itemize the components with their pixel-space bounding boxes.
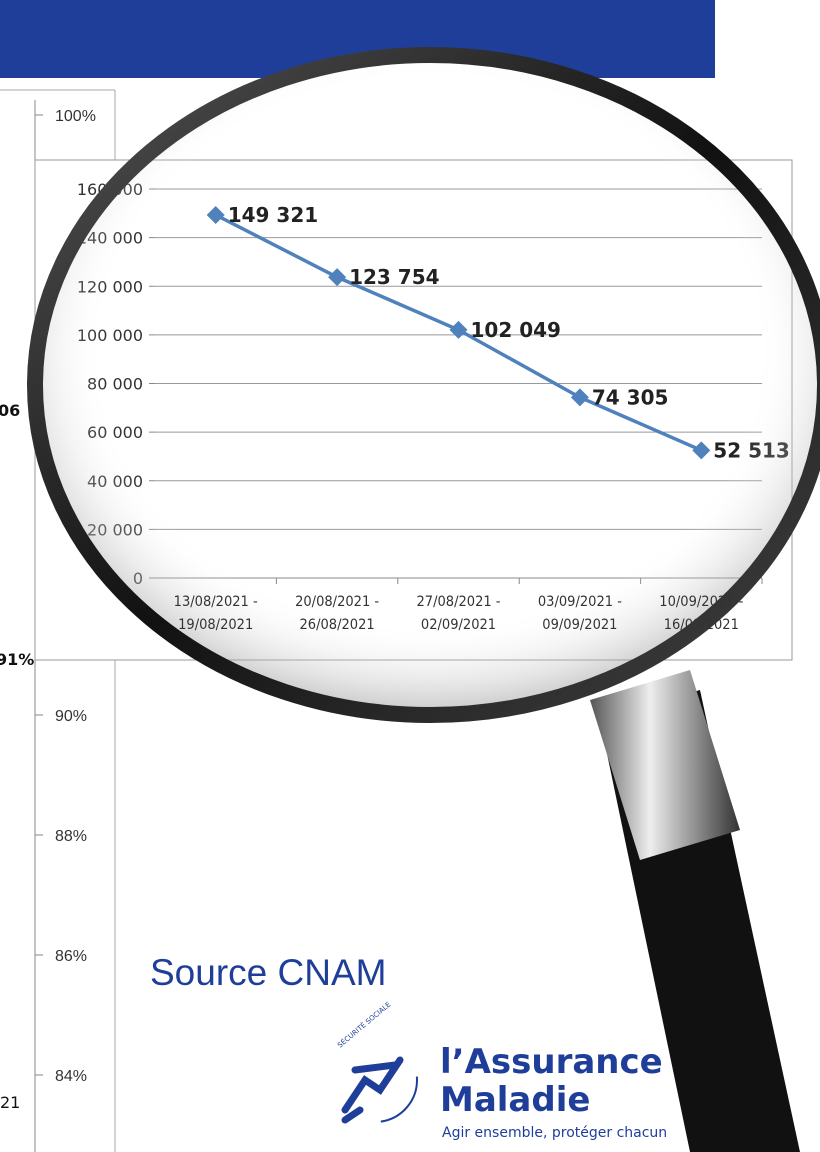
logo-line: Maladie <box>440 1080 590 1120</box>
x-tick-label: 27/08/2021 - 02/09/2021 <box>400 591 518 637</box>
annotation: 91% <box>0 650 34 669</box>
logo-line: l’Assurance <box>440 1042 663 1082</box>
y-tick-label: 90% <box>55 708 87 725</box>
annotation: 21 <box>0 1093 20 1112</box>
handle-ring <box>590 670 740 860</box>
x-tick-label: 10/09/2021 - 16/09/2021 <box>642 591 760 637</box>
y-tick-label: 84% <box>55 1068 87 1085</box>
y-tick-label: 86% <box>55 948 87 965</box>
logo-figure <box>345 1060 400 1120</box>
source: Source CNAM <box>150 952 386 993</box>
x-tick-label: 20/08/2021 - 26/08/2021 <box>278 591 396 637</box>
y-tick-label: 100% <box>55 108 96 125</box>
y-tick-label: 88% <box>55 828 87 845</box>
x-tick-label: 13/08/2021 - 19/08/2021 <box>157 591 275 637</box>
logo-badge: SÉCURITÉ SOCIALE <box>336 1000 393 1050</box>
logo: SÉCURITÉ SOCIALE l’Assurance Maladie Agi… <box>333 1000 667 1141</box>
logo-tagline: Agir ensemble, protéger chacun <box>442 1125 667 1141</box>
annotation: 06 <box>0 401 20 420</box>
x-tick-label: 03/09/2021 - 09/09/2021 <box>521 591 639 637</box>
chart: 100%90%88%86%84%0691%21 020 00040 00060 … <box>0 0 820 1152</box>
slide: 100%90%88%86%84%0691%21 020 00040 00060 … <box>0 0 820 1152</box>
